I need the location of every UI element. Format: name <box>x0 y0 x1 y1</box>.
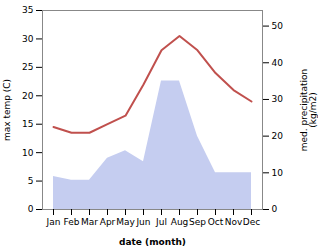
svg-text:50: 50 <box>272 21 284 31</box>
svg-text:0: 0 <box>28 204 34 214</box>
svg-text:0: 0 <box>272 204 278 214</box>
svg-text:Sep: Sep <box>189 217 206 227</box>
svg-text:40: 40 <box>272 58 284 68</box>
svg-text:max temp (C): max temp (C) <box>2 79 12 141</box>
svg-text:20: 20 <box>272 131 284 141</box>
svg-text:Jan: Jan <box>46 217 61 227</box>
svg-text:30: 30 <box>272 94 284 104</box>
svg-text:35: 35 <box>22 5 33 15</box>
svg-text:Mar: Mar <box>81 217 98 227</box>
svg-text:10: 10 <box>272 168 284 178</box>
svg-text:20: 20 <box>22 91 34 101</box>
svg-text:25: 25 <box>22 62 33 72</box>
svg-text:Feb: Feb <box>64 217 80 227</box>
svg-text:Dec: Dec <box>243 217 260 227</box>
svg-text:med. precipitation(kg/m2): med. precipitation(kg/m2) <box>299 69 318 151</box>
svg-text:Jun: Jun <box>135 217 150 227</box>
svg-text:Apr: Apr <box>100 217 116 227</box>
svg-text:Aug: Aug <box>171 217 189 227</box>
svg-text:5: 5 <box>28 176 34 186</box>
svg-text:May: May <box>116 217 135 227</box>
svg-text:Jul: Jul <box>155 217 167 227</box>
svg-text:Oct: Oct <box>208 217 224 227</box>
svg-text:30: 30 <box>22 34 34 44</box>
svg-text:15: 15 <box>22 119 33 129</box>
svg-text:Nov: Nov <box>225 217 243 227</box>
svg-text:10: 10 <box>22 148 34 158</box>
svg-text:date (month): date (month) <box>119 237 186 247</box>
